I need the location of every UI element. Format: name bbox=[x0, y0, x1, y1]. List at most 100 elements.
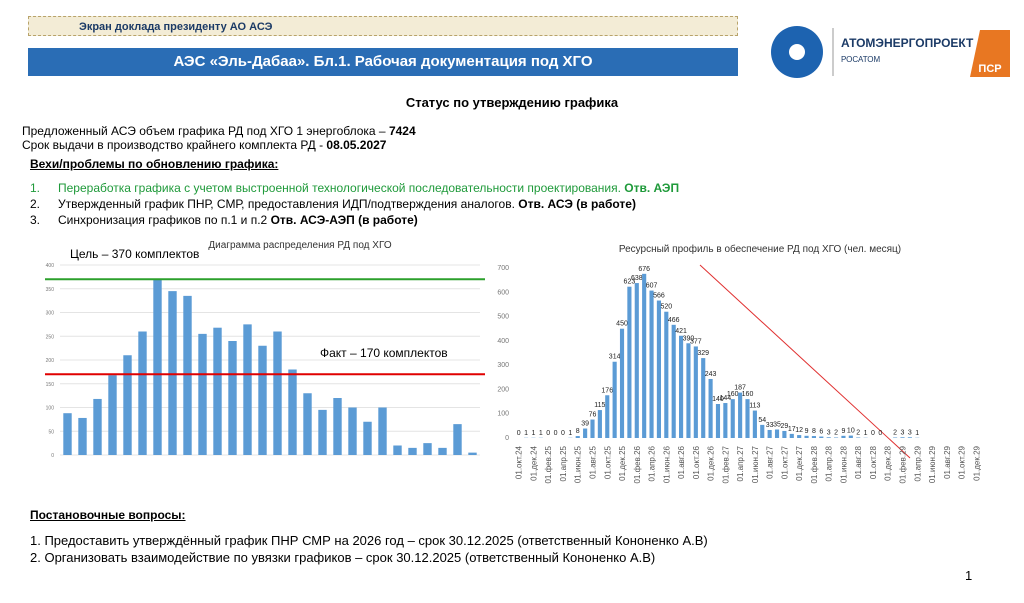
value-label: 8 bbox=[576, 428, 580, 435]
status-title: Статус по утверждению графика bbox=[405, 95, 619, 110]
bar bbox=[318, 409, 327, 455]
bar bbox=[627, 286, 632, 438]
value-label: 115 bbox=[594, 402, 605, 409]
bar bbox=[423, 443, 432, 455]
bar bbox=[597, 410, 602, 438]
bar bbox=[634, 283, 639, 438]
x-tick-label: 01.фев.26 bbox=[633, 445, 642, 483]
bar bbox=[288, 369, 297, 455]
text: Синхронизация графиков по п.1 и п.2 bbox=[58, 213, 271, 227]
text: Срок выдачи в производство крайнего комп… bbox=[22, 138, 327, 152]
value-label: 623 bbox=[624, 279, 636, 286]
bar bbox=[243, 324, 252, 455]
x-tick-label: 01.июн.29 bbox=[928, 445, 937, 483]
x-tick-label: 01.окт.28 bbox=[869, 445, 878, 479]
bar bbox=[900, 437, 905, 438]
y-tick-label: 300 bbox=[46, 311, 55, 317]
bar bbox=[605, 395, 610, 438]
bar bbox=[575, 436, 580, 438]
value-label: 520 bbox=[660, 304, 672, 311]
bar bbox=[438, 447, 447, 455]
bar bbox=[848, 435, 853, 438]
bar bbox=[590, 419, 595, 438]
bar bbox=[612, 361, 617, 438]
logo-sub: РОСАТОМ bbox=[841, 55, 880, 64]
x-tick-label: 01.окт.26 bbox=[692, 445, 701, 479]
value-label: 3 bbox=[827, 429, 831, 436]
x-tick-label: 01.окт.29 bbox=[958, 445, 967, 479]
text: Предложенный АСЭ объем графика РД под ХГ… bbox=[22, 124, 389, 138]
value-label: 243 bbox=[705, 371, 717, 378]
value-label: 160 bbox=[727, 391, 739, 398]
bar bbox=[708, 378, 713, 438]
bar bbox=[649, 290, 654, 438]
x-tick-label: 01.авг.27 bbox=[766, 445, 775, 478]
value-label: 377 bbox=[690, 338, 702, 345]
y-tick-label: 100 bbox=[497, 411, 509, 418]
milestone: 2. Утвержденный график ПНР, СМР, предоста… bbox=[30, 197, 636, 211]
value-label: 314 bbox=[609, 354, 621, 361]
y-tick-label: 500 bbox=[497, 314, 509, 321]
logo-core bbox=[789, 44, 805, 60]
value-label: 0 bbox=[561, 430, 565, 437]
value-label: 1 bbox=[568, 430, 572, 437]
value-label: 1 bbox=[531, 430, 535, 437]
value-label: 0 bbox=[871, 430, 875, 437]
y-tick-label: 150 bbox=[46, 382, 55, 388]
y-tick-label: 400 bbox=[46, 263, 55, 269]
value-label: 160 bbox=[742, 391, 754, 398]
bar bbox=[811, 436, 816, 438]
title-bar: АЭС «Эль-Дабаа». Бл.1. Рабочая документа… bbox=[28, 48, 738, 76]
y-tick-label: 400 bbox=[497, 338, 509, 345]
reference-label: Цель – 370 комплектов bbox=[70, 247, 199, 261]
value-label: 39 bbox=[581, 421, 589, 428]
value-label: 1 bbox=[539, 430, 543, 437]
bar bbox=[797, 435, 802, 438]
bar bbox=[93, 398, 102, 455]
bar bbox=[767, 429, 772, 438]
value-label: 2 bbox=[834, 430, 838, 437]
chart-title: Ресурсный профиль в обеспечение РД под Х… bbox=[619, 243, 901, 255]
bar bbox=[730, 399, 735, 438]
reference-label: Факт – 170 комплектов bbox=[320, 346, 448, 360]
value-label: 8 bbox=[812, 428, 816, 435]
value-label: 10 bbox=[847, 428, 855, 435]
x-tick-label: 01.апр.27 bbox=[736, 445, 745, 481]
bar bbox=[671, 324, 676, 438]
x-tick-label: 01.июн.27 bbox=[751, 445, 760, 483]
value-label: 144 bbox=[720, 395, 732, 402]
y-tick-label: 100 bbox=[46, 406, 55, 412]
value-label: 187 bbox=[734, 385, 746, 392]
x-tick-label: 01.апр.25 bbox=[559, 445, 568, 481]
x-tick-label: 01.июн.25 bbox=[574, 445, 583, 483]
x-tick-label: 01.авг.28 bbox=[854, 445, 863, 478]
bar bbox=[468, 452, 477, 455]
value-label: 329 bbox=[697, 350, 709, 357]
trend-line bbox=[699, 264, 911, 459]
milestone: 1. Переработка графика с учетом выстроенн… bbox=[30, 181, 679, 195]
bar bbox=[348, 407, 357, 455]
bar bbox=[228, 341, 237, 455]
question: 2. Организовать взаимодействие по увязки… bbox=[30, 550, 656, 565]
bar bbox=[819, 436, 824, 438]
num: 1. bbox=[30, 181, 41, 195]
value-label: 1 bbox=[864, 430, 868, 437]
bar bbox=[782, 430, 787, 438]
bar bbox=[774, 429, 780, 438]
value-label: 0 bbox=[517, 430, 521, 437]
x-tick-label: 01.окт.24 bbox=[515, 445, 524, 479]
value-label: 9 bbox=[805, 428, 809, 435]
y-tick-label: 200 bbox=[497, 386, 509, 393]
bar bbox=[363, 421, 372, 455]
value-label: 607 bbox=[646, 283, 658, 290]
bar bbox=[841, 435, 846, 438]
x-tick-label: 01.дек.26 bbox=[707, 445, 716, 480]
chart-title: Диаграмма распределения РД под ХГО bbox=[208, 240, 391, 251]
x-tick-label: 01.дек.27 bbox=[795, 445, 804, 480]
bar bbox=[198, 333, 207, 455]
value-label: 0 bbox=[878, 430, 882, 437]
value-label: 390 bbox=[683, 335, 695, 342]
bar bbox=[656, 300, 661, 438]
x-tick-label: 01.фев.27 bbox=[721, 445, 730, 483]
